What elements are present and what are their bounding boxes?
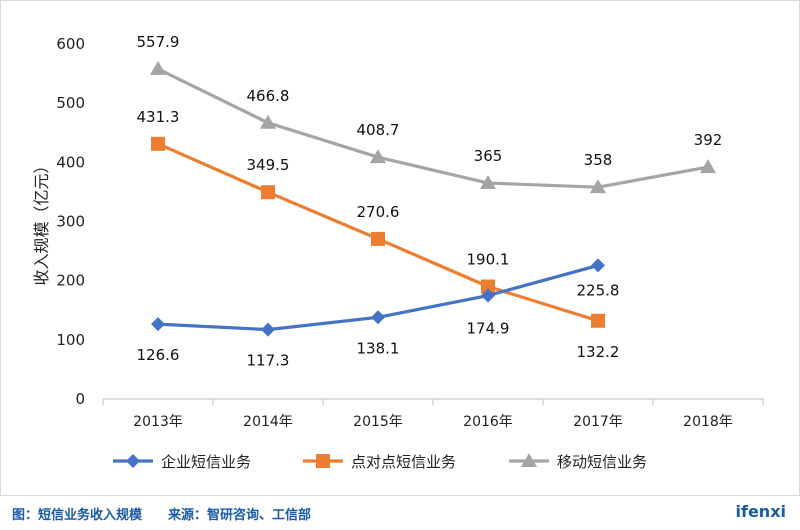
data-label: 138.1 [357,339,400,357]
data-point [591,258,605,273]
data-label: 392 [694,131,723,149]
legend-item-0: 企业短信业务 [113,453,251,471]
data-point [371,231,385,246]
figure-caption: 图：短信业务收入规模 来源：智研咨询、工信部 [12,508,312,523]
data-point [150,60,166,75]
data-point [370,149,386,164]
brand-logo: ifenxi [735,502,787,521]
data-label: 365 [474,147,503,165]
x-tick-label: 2017年 [573,414,623,430]
x-tick-label: 2015年 [353,414,403,430]
data-label: 270.6 [357,203,400,221]
data-label: 349.5 [247,156,290,174]
data-point [481,279,495,294]
data-label: 174.9 [467,320,510,338]
series-2 [150,60,716,194]
data-label: 126.6 [137,346,180,364]
series-1 [151,136,605,328]
x-tick-label: 2016年 [463,414,513,430]
data-label: 190.1 [467,251,510,269]
series-layer [150,60,716,337]
data-point [151,136,165,151]
legend-item-2: 移动短信业务 [509,453,647,471]
data-label: 358 [584,151,613,169]
legend-label: 移动短信业务 [557,453,647,471]
y-axis-title: 收入规模（亿元） [32,157,51,285]
legend-label: 点对点短信业务 [351,453,456,471]
data-point [480,175,496,190]
data-point [590,179,606,194]
series-line [157,67,709,189]
data-label: 132.2 [577,343,620,361]
legend: 企业短信业务 点对点短信业务 移动短信业务 [113,453,647,471]
data-label: 117.3 [247,352,290,370]
y-tick-label: 0 [75,390,85,408]
x-tick-label: 2018年 [683,414,733,430]
legend-marker [126,454,140,468]
series-0 [151,258,605,337]
chart-frame: 0 100 200 300 400 500 600 2013年 2014年 2015年 2016年… [0,0,800,496]
y-tick-label: 500 [56,94,85,112]
legend-marker [521,453,537,467]
data-point [481,288,495,303]
y-tick-label: 300 [56,213,85,231]
legend-item-1: 点对点短信业务 [303,453,456,471]
data-point [260,114,276,129]
data-point [151,317,165,332]
legend-marker [316,454,330,468]
data-point [591,313,605,328]
footer-bar: 图：短信业务收入规模 来源：智研咨询、工信部 ifenxi [0,496,800,530]
x-tick-label: 2013年 [133,414,183,430]
y-tick-label: 600 [56,35,85,53]
data-label: 431.3 [137,108,180,126]
data-label: 408.7 [357,121,400,139]
legend-label: 企业短信业务 [161,453,251,471]
y-tick-label: 200 [56,272,85,290]
data-point [261,322,275,337]
line-chart: 0 100 200 300 400 500 600 2013年 2014年 2015年 2016年… [32,33,764,471]
y-axis: 0 100 200 300 400 500 600 [56,35,85,408]
data-labels: 126.6 117.3 138.1 174.9 225.8 431.3 349.5 270.6… [137,33,723,370]
y-tick-label: 100 [56,331,85,349]
data-label: 466.8 [247,87,290,105]
y-tick-label: 400 [56,153,85,171]
data-label: 557.9 [137,33,180,51]
x-tick-label: 2014年 [243,414,293,430]
data-point [371,310,385,325]
x-axis: 2013年 2014年 2015年 2016年 2017年 2018年 [102,398,764,430]
data-label: 225.8 [577,281,620,299]
data-point [700,159,716,174]
data-point [261,185,275,200]
